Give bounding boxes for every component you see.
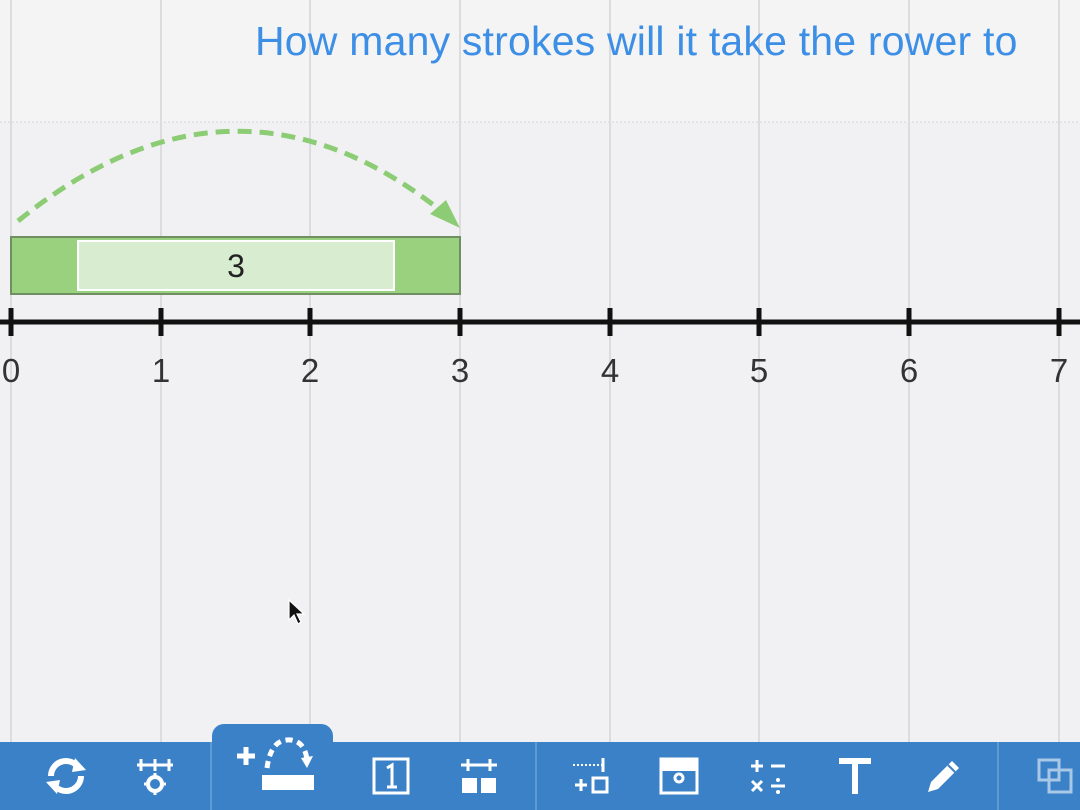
window-button[interactable] xyxy=(1010,742,1080,810)
operations-icon xyxy=(750,760,785,794)
text-tool-button[interactable] xyxy=(810,742,900,810)
tick-label-0: 0 xyxy=(1,352,21,389)
tick-label-7: 7 xyxy=(1049,352,1069,389)
toolbar-separator xyxy=(210,742,212,810)
tick-label-3: 3 xyxy=(450,352,470,389)
add-jump-button[interactable] xyxy=(212,724,333,810)
partition-button[interactable] xyxy=(434,742,524,810)
jump-arrowhead xyxy=(430,200,460,228)
refresh-button[interactable] xyxy=(21,742,111,810)
pencil-icon xyxy=(928,761,959,792)
text-tool-icon xyxy=(839,758,871,794)
number-line-canvas xyxy=(0,0,1080,742)
tick-label-1: 1 xyxy=(151,352,171,389)
jump-bar-label: 3 xyxy=(227,248,245,284)
toolbar-separator xyxy=(535,742,537,810)
number-line-settings-button[interactable] xyxy=(110,742,200,810)
toolbar-separator xyxy=(997,742,999,810)
number-card-button[interactable] xyxy=(346,742,436,810)
add-bar-button[interactable] xyxy=(546,742,636,810)
hide-show-button[interactable] xyxy=(634,742,724,810)
question-text: How many strokes will it take the rower … xyxy=(255,18,1018,64)
add-bar-icon xyxy=(573,758,609,794)
tick-label-5: 5 xyxy=(749,352,769,389)
window-icon xyxy=(1037,758,1073,794)
pencil-button[interactable] xyxy=(899,742,989,810)
operations-button[interactable] xyxy=(723,742,813,810)
tick-label-4: 4 xyxy=(600,352,620,389)
number-card-icon xyxy=(372,757,410,795)
mouse-cursor-icon xyxy=(288,598,306,625)
header-strip xyxy=(0,0,1080,122)
add-jump-icon xyxy=(236,737,314,790)
jump-arrow[interactable] xyxy=(16,128,447,223)
number-line-ticks xyxy=(8,308,1062,336)
refresh-icon xyxy=(46,758,86,794)
partition-icon xyxy=(461,759,497,793)
hide-show-icon xyxy=(659,757,699,795)
number-line-settings-icon xyxy=(137,759,173,795)
bottom-toolbar xyxy=(0,742,1080,810)
tick-label-6: 6 xyxy=(899,352,919,389)
jump-bar-label-box xyxy=(77,240,395,291)
tick-label-2: 2 xyxy=(300,352,320,389)
grid-lines xyxy=(10,0,1060,742)
